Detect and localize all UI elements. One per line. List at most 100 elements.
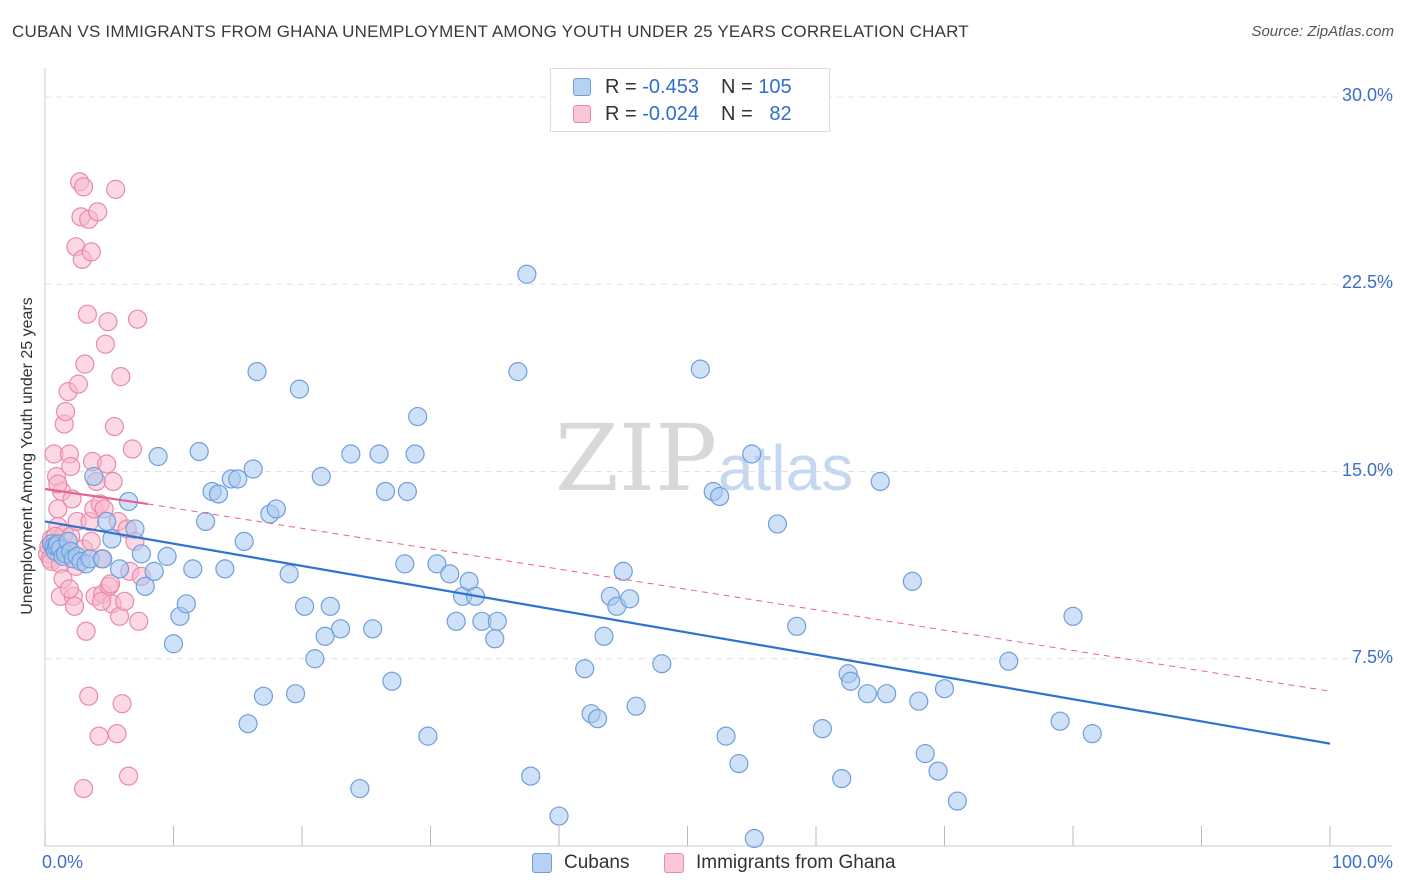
cuban-point bbox=[183, 559, 203, 579]
cuban-point bbox=[1050, 711, 1070, 731]
legend-item-ghana: Immigrants from Ghana bbox=[664, 852, 896, 874]
cuban-point bbox=[626, 696, 646, 716]
cuban-point bbox=[594, 626, 614, 646]
cuban-point bbox=[369, 444, 389, 464]
cuban-point bbox=[131, 544, 151, 564]
ghana-point bbox=[76, 621, 96, 641]
cuban-point bbox=[311, 466, 331, 487]
ghana-point bbox=[107, 724, 127, 744]
cuban-point bbox=[350, 778, 370, 799]
ghana-point bbox=[111, 367, 131, 387]
legend-label-cubans: Cubans bbox=[564, 852, 630, 873]
cuban-point bbox=[289, 379, 310, 399]
cuban-point bbox=[363, 619, 383, 639]
x-tick-label: 0.0% bbox=[42, 852, 84, 872]
cuban-trend-line bbox=[44, 520, 1331, 745]
cuban-point bbox=[320, 596, 340, 616]
cuban-point bbox=[767, 514, 788, 534]
cuban-point bbox=[418, 726, 438, 746]
cuban-point bbox=[742, 444, 762, 464]
ghana-point bbox=[98, 312, 118, 332]
cuban-point bbox=[521, 766, 541, 786]
ghana-point bbox=[77, 304, 98, 324]
ghana-point bbox=[61, 456, 81, 477]
cuban-point bbox=[427, 554, 447, 574]
legend-label-ghana: Immigrants from Ghana bbox=[696, 852, 896, 873]
cuban-point bbox=[305, 649, 325, 669]
cuban-point bbox=[812, 719, 833, 739]
cuban-point bbox=[408, 406, 428, 427]
cuban-point bbox=[238, 714, 258, 734]
cuban-point bbox=[487, 611, 507, 631]
y-tick-label: 15.0% bbox=[1341, 459, 1393, 480]
ghana-point bbox=[95, 334, 115, 354]
trend-lines bbox=[44, 487, 1331, 745]
ghana-point bbox=[68, 374, 89, 394]
ghana-point bbox=[73, 778, 94, 799]
x-tick-label: 100.0% bbox=[1331, 852, 1393, 872]
cuban-point bbox=[279, 564, 299, 584]
ghana-point bbox=[115, 591, 135, 611]
cuban-point bbox=[877, 684, 897, 704]
cuban-point bbox=[517, 264, 537, 284]
legend-n-value: 82 bbox=[769, 102, 792, 125]
legend-n-label: N = bbox=[720, 75, 753, 98]
cuban-point bbox=[341, 444, 361, 464]
watermark-zip: ZIP bbox=[555, 405, 717, 512]
y-tick-label: 22.5% bbox=[1341, 272, 1393, 293]
cuban-point bbox=[97, 511, 117, 532]
cuban-point bbox=[549, 806, 569, 826]
cuban-point bbox=[208, 484, 229, 504]
cuban-point bbox=[716, 726, 736, 746]
ghana-point bbox=[73, 177, 94, 197]
cuban-point bbox=[729, 754, 749, 774]
cuban-point bbox=[243, 459, 263, 479]
ghana-point bbox=[103, 471, 123, 492]
legend-swatch-blue bbox=[573, 78, 591, 96]
ghana-point bbox=[89, 726, 109, 746]
cuban-point bbox=[928, 761, 948, 781]
cuban-point bbox=[382, 671, 402, 691]
cuban-point bbox=[285, 684, 306, 704]
cuban-point bbox=[196, 511, 216, 532]
ghana-point bbox=[59, 579, 80, 599]
cuban-point bbox=[84, 466, 104, 487]
cuban-point bbox=[787, 616, 807, 636]
ghana-point bbox=[122, 439, 142, 459]
y-tick-label: 30.0% bbox=[1341, 85, 1393, 105]
cuban-point bbox=[176, 594, 196, 614]
cuban-point bbox=[690, 359, 710, 379]
chart-title: CUBAN VS IMMIGRANTS FROM GHANA UNEMPLOYM… bbox=[12, 22, 969, 41]
y-axis-title: Unemployment Among Youth under 25 years bbox=[19, 297, 36, 615]
cuban-point bbox=[508, 362, 528, 382]
cuban-point bbox=[870, 471, 890, 492]
cuban-point bbox=[215, 559, 235, 579]
cuban-point bbox=[157, 546, 177, 566]
gridlines bbox=[45, 96, 1392, 660]
cuban-point bbox=[315, 626, 335, 646]
cuban-point bbox=[163, 634, 184, 654]
ghana-point bbox=[79, 686, 99, 706]
ghana-point bbox=[100, 574, 121, 594]
cuban-point bbox=[405, 444, 425, 464]
cuban-point bbox=[330, 619, 351, 639]
cuban-point bbox=[440, 564, 460, 584]
cuban-point bbox=[148, 446, 168, 467]
cuban-point bbox=[1082, 724, 1102, 744]
cuban-point bbox=[1063, 606, 1083, 626]
legend-swatch-ghana bbox=[664, 853, 684, 873]
ghana-point bbox=[81, 242, 101, 262]
cuban-point bbox=[710, 486, 730, 507]
legend-r-label: R = bbox=[605, 75, 637, 98]
legend-r-value: -0.024 bbox=[642, 102, 699, 125]
cuban-point bbox=[397, 481, 417, 502]
ghana-trend-line-solid bbox=[44, 487, 148, 506]
cuban-point bbox=[613, 561, 633, 581]
cuban-point bbox=[857, 684, 878, 704]
cuban-point bbox=[652, 654, 672, 674]
cuban-point bbox=[189, 441, 209, 462]
legend-swatch-pink bbox=[573, 105, 591, 123]
ghana-point bbox=[55, 401, 76, 422]
correlation-legend: R = -0.453 N = 105 R = -0.024 N = 82 bbox=[550, 68, 830, 132]
